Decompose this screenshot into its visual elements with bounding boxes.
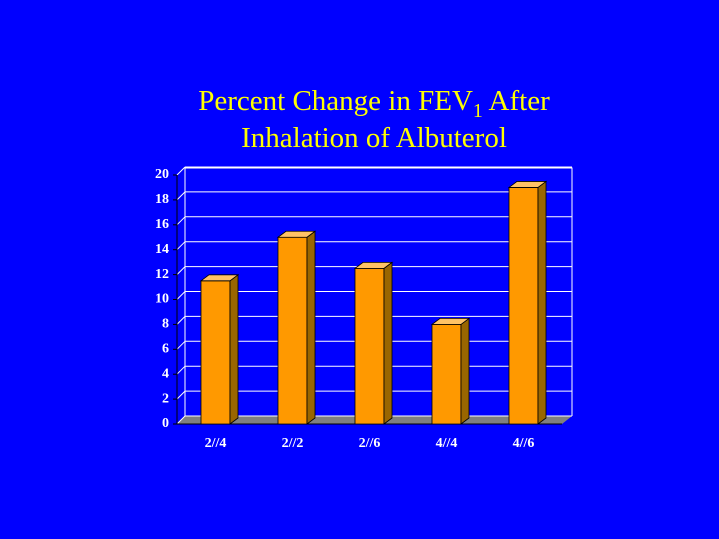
- bar-front: [277, 236, 308, 425]
- bar-top: [507, 181, 548, 188]
- title-subscript: 1: [473, 100, 483, 122]
- bar-side: [306, 230, 316, 425]
- side-grid-line: [176, 266, 186, 275]
- side-grid-line: [176, 191, 186, 201]
- chart-title: Percent Change in FEV1 After: [198, 85, 550, 122]
- side-grid-line: [176, 166, 186, 176]
- bar-front: [354, 267, 385, 425]
- side-grid-line: [176, 390, 186, 400]
- x-tick-label: 4//6: [513, 436, 535, 451]
- y-tick-label: 12: [155, 267, 169, 282]
- bar: [353, 261, 394, 425]
- bar-side: [537, 180, 547, 425]
- side-grid-line: [176, 316, 186, 325]
- bar-front: [431, 323, 462, 425]
- bar-side: [383, 261, 393, 425]
- side-grid-line: [176, 241, 186, 251]
- bar: [507, 180, 548, 425]
- y-tick-label: 10: [155, 292, 169, 307]
- y-tick-label: 4: [162, 366, 169, 381]
- y-tick-label: 16: [155, 217, 169, 232]
- y-tick-label: 0: [162, 416, 169, 431]
- x-tick-label: 4//4: [436, 436, 458, 451]
- x-tick-label: 2//6: [359, 436, 381, 451]
- bar-top: [430, 317, 471, 325]
- bar: [430, 317, 471, 425]
- bar-side: [229, 274, 239, 425]
- bar: [276, 230, 317, 425]
- y-tick-label: 20: [155, 167, 169, 182]
- title-part: Percent Change in FEV: [198, 85, 473, 117]
- title-part: After: [483, 85, 550, 117]
- bar-front: [200, 280, 231, 425]
- x-tick-label: 2//2: [282, 436, 304, 451]
- side-grid-line: [176, 365, 186, 375]
- y-tick-label: 18: [155, 192, 169, 207]
- chart-title: Inhalation of Albuterol: [241, 122, 507, 154]
- y-tick-label: 8: [162, 317, 169, 332]
- bar-top: [199, 274, 240, 282]
- bar-front: [508, 187, 539, 425]
- bar-side: [460, 317, 470, 425]
- y-tick-label: 2: [162, 391, 169, 406]
- bar: [199, 274, 240, 425]
- side-grid-line: [176, 291, 186, 300]
- x-tick-label: 2//4: [205, 436, 227, 451]
- bar-top: [276, 230, 317, 238]
- y-tick-label: 14: [155, 242, 169, 257]
- side-grid-line: [176, 216, 186, 226]
- y-tick-label: 6: [162, 342, 169, 357]
- side-grid-line: [176, 415, 186, 425]
- side-grid-line: [176, 340, 186, 350]
- bar-top: [353, 261, 394, 269]
